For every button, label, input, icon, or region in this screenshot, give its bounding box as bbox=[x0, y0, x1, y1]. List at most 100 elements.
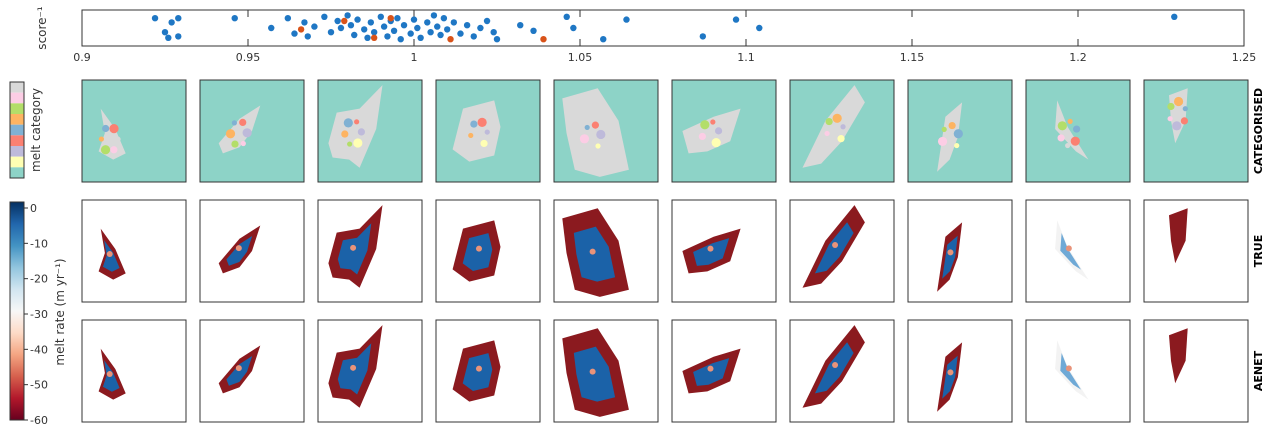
panel-frame bbox=[907, 199, 1013, 303]
scatter-point bbox=[1171, 13, 1178, 20]
category-patch bbox=[225, 129, 236, 139]
true-melt-panel bbox=[671, 199, 777, 303]
scatter-point bbox=[370, 29, 378, 36]
rate-tick-label: -60 bbox=[30, 414, 48, 427]
glacier-region bbox=[802, 85, 865, 168]
score-scatter-plot: 0.9 0.95 1 1.05 1.1 1.15 1.2 1.25 score⁻¹ bbox=[35, 6, 1256, 64]
category-patch bbox=[828, 137, 838, 147]
rate-tick-label: -50 bbox=[30, 379, 48, 392]
x-tick-label: 1.05 bbox=[568, 51, 593, 64]
glacier-low-melt-core bbox=[573, 226, 616, 282]
melt-transition-patch bbox=[832, 242, 839, 249]
scatter-point bbox=[756, 24, 763, 32]
panel-frame bbox=[1025, 199, 1131, 303]
glacier-melt-region bbox=[1169, 208, 1188, 264]
aenet-melt-panel bbox=[199, 319, 305, 423]
category-patch bbox=[710, 119, 716, 125]
scatter-point bbox=[361, 26, 368, 33]
scatter-point bbox=[337, 24, 345, 32]
scatter-point bbox=[347, 22, 355, 29]
category-patch bbox=[231, 140, 239, 148]
category-patch bbox=[115, 136, 121, 142]
true-melt-panel bbox=[553, 199, 659, 303]
panel-frame bbox=[81, 79, 187, 183]
category-patch bbox=[591, 121, 599, 129]
aenet-melt-panel bbox=[789, 319, 895, 423]
melt-transition-patch bbox=[1065, 365, 1072, 372]
scatter-point bbox=[490, 29, 497, 36]
category-patch bbox=[941, 126, 947, 133]
categorised-panel bbox=[1025, 79, 1131, 183]
category-patch bbox=[242, 128, 252, 138]
rate-colorbar-ticks: 0 -10 -20 -30 -40 -50 -60 bbox=[24, 202, 48, 427]
rate-tick-label: -10 bbox=[30, 237, 48, 250]
scatter-point bbox=[440, 15, 448, 22]
categorised-panel bbox=[435, 79, 541, 183]
true-melt-panel bbox=[199, 199, 305, 303]
row-label: CATEGORISED bbox=[1252, 88, 1265, 174]
panel-frame bbox=[1143, 199, 1249, 303]
glacier-melt-region bbox=[1169, 328, 1188, 384]
panel-frame bbox=[81, 199, 187, 303]
category-patch bbox=[343, 118, 353, 128]
scatter-point bbox=[447, 36, 454, 43]
category-patch bbox=[698, 132, 706, 141]
x-tick-label: 1.25 bbox=[1232, 51, 1257, 64]
category-patch bbox=[954, 142, 960, 149]
aenet-melt-panel bbox=[81, 319, 187, 423]
category-patch bbox=[231, 120, 237, 126]
category-patch bbox=[1065, 142, 1071, 149]
aenet-melt-panel bbox=[1143, 319, 1249, 423]
glacier-region bbox=[682, 108, 741, 154]
category-patch bbox=[1073, 125, 1081, 133]
scatter-point bbox=[732, 16, 740, 23]
categorised-panel bbox=[789, 79, 895, 183]
rate-tick-label: 0 bbox=[30, 202, 37, 215]
category-colorbar-bands bbox=[10, 82, 24, 178]
melt-transition-patch bbox=[707, 245, 714, 252]
row-label: TRUE bbox=[1252, 235, 1265, 267]
category-band bbox=[10, 124, 24, 136]
category-patch bbox=[353, 138, 363, 148]
category-patch bbox=[595, 143, 601, 149]
category-patch bbox=[341, 130, 349, 138]
scatter-point bbox=[470, 33, 477, 40]
aenet-melt-panel bbox=[1025, 319, 1131, 423]
x-tick-label: 0.9 bbox=[73, 51, 91, 64]
category-patch bbox=[705, 142, 711, 149]
glacier-low-melt-core bbox=[942, 235, 958, 279]
category-patch bbox=[837, 135, 845, 143]
scatter-point bbox=[161, 29, 169, 36]
scatter-point bbox=[380, 23, 388, 30]
category-patch bbox=[98, 136, 105, 142]
scatter-point bbox=[175, 33, 182, 40]
glacier-low-melt-core bbox=[942, 355, 958, 399]
category-band bbox=[10, 135, 24, 146]
category-patch bbox=[700, 120, 710, 130]
panel-frame bbox=[1143, 79, 1249, 183]
scatter-point bbox=[165, 34, 172, 41]
scatter-point bbox=[417, 34, 424, 41]
rate-colorbar-label: melt rate (m yr⁻¹) bbox=[53, 258, 67, 365]
scatter-point bbox=[341, 17, 348, 25]
category-patch bbox=[953, 129, 963, 139]
scatter-point bbox=[477, 24, 484, 32]
category-patch bbox=[110, 146, 118, 154]
category-band bbox=[10, 82, 24, 93]
true-melt-panel bbox=[435, 199, 541, 303]
scatter-point bbox=[699, 33, 707, 40]
scatter-point bbox=[334, 17, 341, 25]
scatter-point bbox=[151, 15, 159, 22]
category-patch bbox=[1180, 117, 1189, 125]
category-patch bbox=[714, 127, 723, 135]
scatter-point bbox=[387, 15, 394, 22]
aenet-melt-panel bbox=[671, 319, 777, 423]
categorised-panel bbox=[671, 79, 777, 183]
category-band bbox=[10, 114, 24, 125]
glacier-region bbox=[452, 100, 501, 162]
aenet-melt-panel bbox=[317, 319, 423, 423]
panel-frame bbox=[81, 319, 187, 423]
category-band bbox=[10, 92, 24, 104]
category-patch bbox=[240, 140, 246, 147]
